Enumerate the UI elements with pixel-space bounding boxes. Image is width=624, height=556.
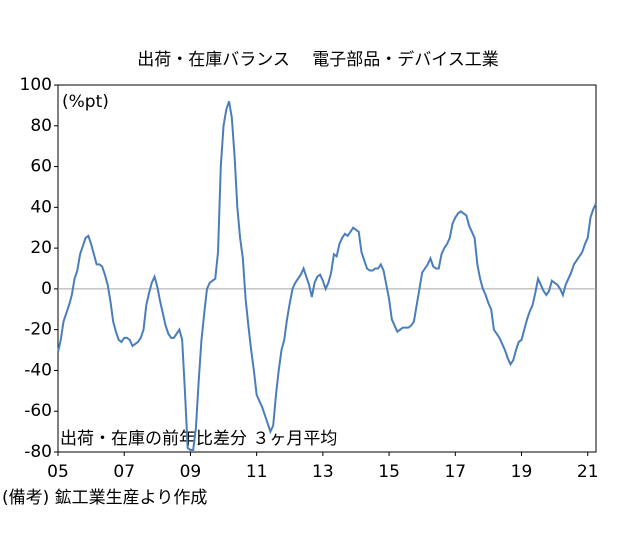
y-tick-label: 100 (20, 75, 52, 95)
x-tick-label: 05 (47, 462, 69, 482)
annotation: 出荷・在庫の前年比差分 ３ヶ月平均 (60, 429, 337, 449)
y-tick-label: -60 (24, 401, 52, 421)
x-tick-label: 13 (312, 462, 334, 482)
y-tick-label: 40 (30, 197, 52, 217)
y-tick-label: 60 (30, 157, 52, 177)
y-tick-label: 80 (30, 116, 52, 136)
x-tick-label: 17 (444, 462, 466, 482)
note: (備考) 鉱工業生産より作成 (2, 488, 207, 508)
y-tick-label: -80 (24, 442, 52, 462)
y-tick-label: 0 (41, 279, 52, 299)
y-tick-label: 20 (30, 238, 52, 258)
x-tick-label: 15 (378, 462, 400, 482)
x-tick-label: 11 (246, 462, 268, 482)
chart-title: 出荷・在庫バランス 電子部品・デバイス工業 (137, 49, 499, 70)
x-tick-label: 19 (511, 462, 533, 482)
y-tick-label: -40 (24, 360, 52, 380)
x-tick-label: 07 (113, 462, 135, 482)
data-line (57, 100, 597, 451)
x-tick-label: 09 (180, 462, 202, 482)
y-unit-label: (%pt) (62, 92, 109, 112)
y-tick-label: -20 (24, 320, 52, 340)
x-tick-label: 21 (577, 462, 599, 482)
plot-frame (57, 84, 597, 453)
